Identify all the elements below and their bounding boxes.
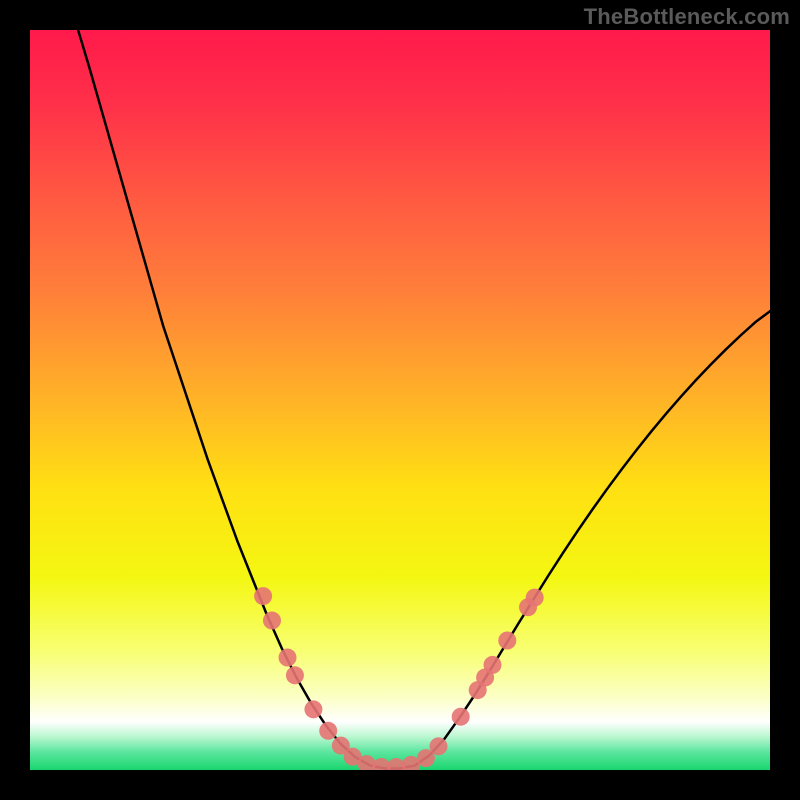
data-marker (526, 589, 544, 607)
chart-container: TheBottleneck.com (0, 0, 800, 800)
data-marker (279, 649, 297, 667)
plot-area (30, 30, 770, 770)
data-marker (263, 612, 281, 630)
data-marker (498, 632, 516, 650)
gradient-background (30, 30, 770, 770)
data-marker (319, 722, 337, 740)
data-marker (304, 700, 322, 718)
data-marker (429, 737, 447, 755)
chart-svg (30, 30, 770, 770)
watermark-text: TheBottleneck.com (584, 4, 790, 30)
data-marker (484, 656, 502, 674)
data-marker (452, 708, 470, 726)
data-marker (286, 666, 304, 684)
data-marker (254, 587, 272, 605)
